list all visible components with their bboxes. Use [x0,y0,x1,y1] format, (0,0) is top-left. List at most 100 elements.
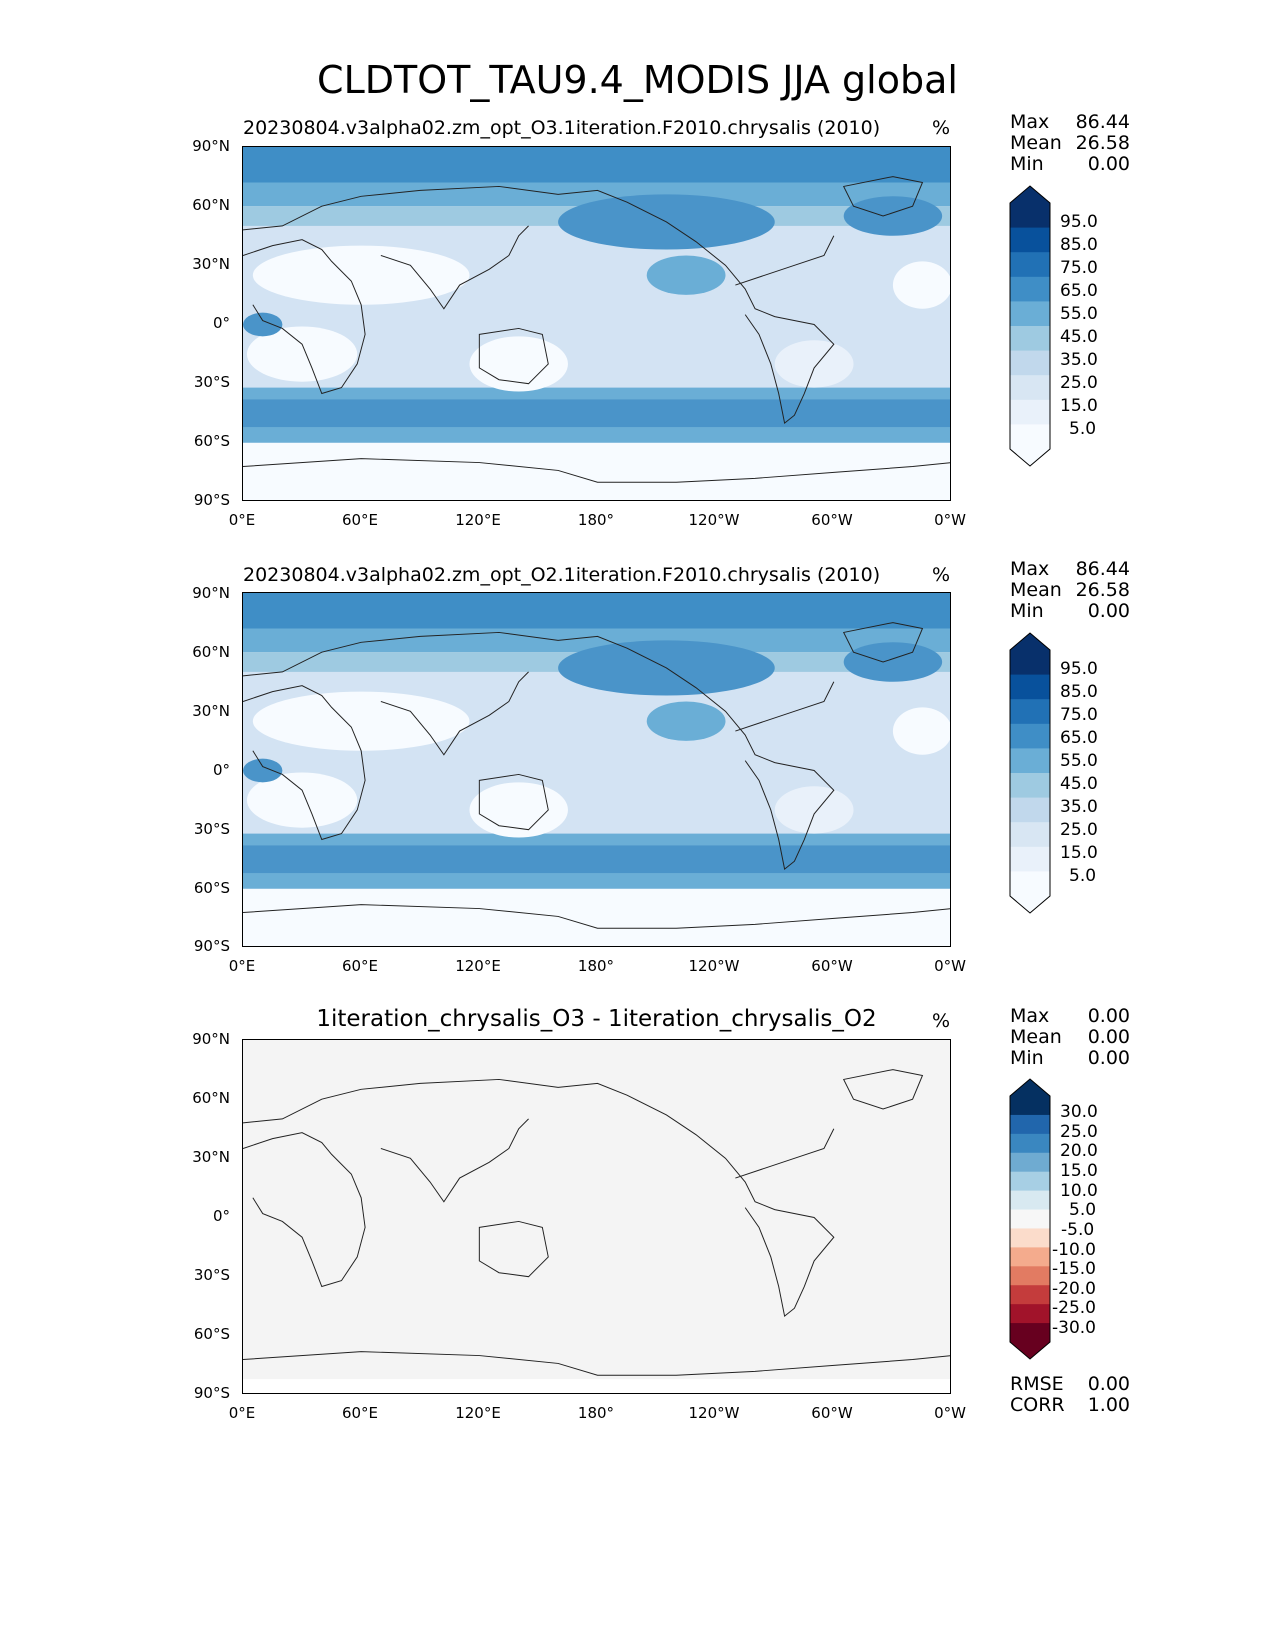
colorbar-segment [1010,748,1050,774]
panel-3-lon-tick: 120°W [688,1404,740,1422]
panel-2-lat-tick: 60°S [193,879,230,897]
colorbar-segment [1010,1152,1050,1173]
panel-3-mean-value: 0.00 [1087,1026,1130,1048]
panel-2-colorbar-label: 55.0 [1060,751,1098,771]
panel-2-min-label: Min [1010,600,1044,622]
colorbar-bottom-extend [1010,449,1050,466]
panel-3-lon-tick: 120°E [455,1404,501,1422]
panel-2-lon-tick: 0°W [934,957,966,975]
colorbar-segment [1010,1114,1050,1135]
panel-2-lon-tick: 60°E [341,957,379,975]
panel-1-colorbar-label: 65.0 [1060,281,1098,301]
panel-2-colorbar-label: 75.0 [1060,705,1098,725]
panel-1-lon-tick: 60°W [811,511,853,529]
panel-1-colorbar-label: 15.0 [1060,396,1098,416]
panel-1-colorbar-label: 45.0 [1060,327,1098,347]
panel-3-colorbar-label: -25.0 [1052,1298,1096,1318]
colorbar-segment [1010,1209,1050,1229]
panel-1-lat-tick: 60°N [192,196,230,214]
colorbar-segment [1010,723,1050,749]
panel-2-colorbar-label: 5.0 [1069,866,1097,886]
panel-1-lon-tick: 120°W [688,511,740,529]
panel-2-unit: % [932,564,951,586]
colorbar-outline [1009,185,1051,467]
panel-2-lon-tick: 60°W [811,957,853,975]
colorbar-top-extend [1010,1079,1050,1096]
panel-3-lat-tick: 30°N [192,1148,230,1166]
panel-1-colorbar-label: 95.0 [1060,212,1098,232]
colorbar-segment [1010,1323,1050,1343]
panel-2-min-value: 0.00 [1087,600,1130,622]
panel-2-colorbar-label: 65.0 [1060,728,1098,748]
panel-2-mean-label: Mean [1010,579,1062,601]
panel-1-lon-tick: 120°E [455,511,501,529]
colorbar-segment [1010,375,1050,401]
panel-2-colorbar-label: 15.0 [1060,843,1098,863]
panel-2-title: 20230804.v3alpha02.zm_opt_O2.1iteration.… [243,564,881,586]
colorbar-segment [1010,203,1050,229]
panel-3-corr-value: 1.00 [1087,1394,1130,1416]
colorbar-segment [1010,822,1050,848]
panel-3-colorbar-label: 30.0 [1060,1102,1098,1122]
colorbar-outline [1009,632,1051,914]
panel-3-lon-tick: 0°E [228,1404,256,1422]
colorbar-segment [1010,699,1050,725]
panel-1-lat-tick: 30°S [193,373,230,391]
panel-1-min-label: Min [1010,153,1044,175]
panel-3-lat-tick: 60°N [192,1089,230,1107]
panel-3-colorbar-label: 25.0 [1060,1122,1098,1142]
panel-3-rmse-label: RMSE [1010,1373,1064,1395]
panel-3-colorbar-label: -20.0 [1052,1279,1096,1299]
panel-2-colorbar-label: 45.0 [1060,774,1098,794]
panel-2-lat-tick: 0° [212,761,230,779]
panel-2-colorbar-label: 25.0 [1060,820,1098,840]
colorbar-segment [1010,1247,1050,1267]
panel-2-colorbar-label: 85.0 [1060,682,1098,702]
panel-3-max-label: Max [1010,1005,1050,1027]
panel-3-max-value: 0.00 [1087,1005,1130,1027]
panel-1-lon-tick: 0°W [934,511,966,529]
panel-1-title: 20230804.v3alpha02.zm_opt_O3.1iteration.… [243,117,881,139]
panel-2-lon-tick: 120°E [455,957,501,975]
panel-1-colorbar [1009,185,1051,467]
panel-1-lat-tick: 90°N [192,137,230,155]
colorbar-segment [1010,1285,1050,1305]
colorbar-segment [1010,1133,1050,1154]
panel-3-colorbar-label: -15.0 [1052,1259,1096,1279]
panel-3-corr-label: CORR [1010,1394,1065,1416]
panel-2-max-value: 86.44 [1075,558,1130,580]
panel-3-colorbar-label: -30.0 [1052,1318,1096,1338]
panel-3-lat-tick: 90°S [193,1384,230,1402]
colorbar-segment [1010,1304,1050,1324]
colorbar-top-extend [1010,633,1050,650]
panel-1-mean-label: Mean [1010,132,1062,154]
panel-3-min-value: 0.00 [1087,1047,1130,1069]
panel-3-lat-tick: 90°N [192,1030,230,1048]
panel-1-lon-tick: 0°E [228,511,256,529]
colorbar-segment [1010,1228,1050,1248]
colorbar-bottom-extend [1010,896,1050,913]
panel-3-lon-tick: 60°E [341,1404,379,1422]
colorbar-segment [1010,871,1050,897]
panel-1-lon-tick: 60°E [341,511,379,529]
panel-3-lat-tick: 30°S [193,1266,230,1284]
colorbar-segment [1010,350,1050,376]
colorbar-segment [1010,227,1050,253]
colorbar-segment [1010,1190,1050,1211]
panel-2-lat-tick: 90°N [192,584,230,602]
panel-1-lat-tick: 0° [212,314,230,332]
panel-3-colorbar [1009,1078,1051,1360]
colorbar-segment [1010,674,1050,700]
panel-1-max-value: 86.44 [1075,111,1130,133]
panel-3-lon-tick: 60°W [811,1404,853,1422]
panel-2-colorbar-label: 35.0 [1060,797,1098,817]
colorbar-segment [1010,846,1050,872]
panel-3-colorbar-label: 5.0 [1069,1200,1097,1220]
panel-3-map [242,1039,951,1394]
panel-1-colorbar-label: 75.0 [1060,258,1098,278]
panel-1-map [242,146,951,501]
figure-title: CLDTOT_TAU9.4_MODIS JJA global [317,58,958,102]
panel-2-lon-tick: 180° [577,957,615,975]
panel-2-lat-tick: 30°N [192,702,230,720]
colorbar-top-extend [1010,186,1050,203]
